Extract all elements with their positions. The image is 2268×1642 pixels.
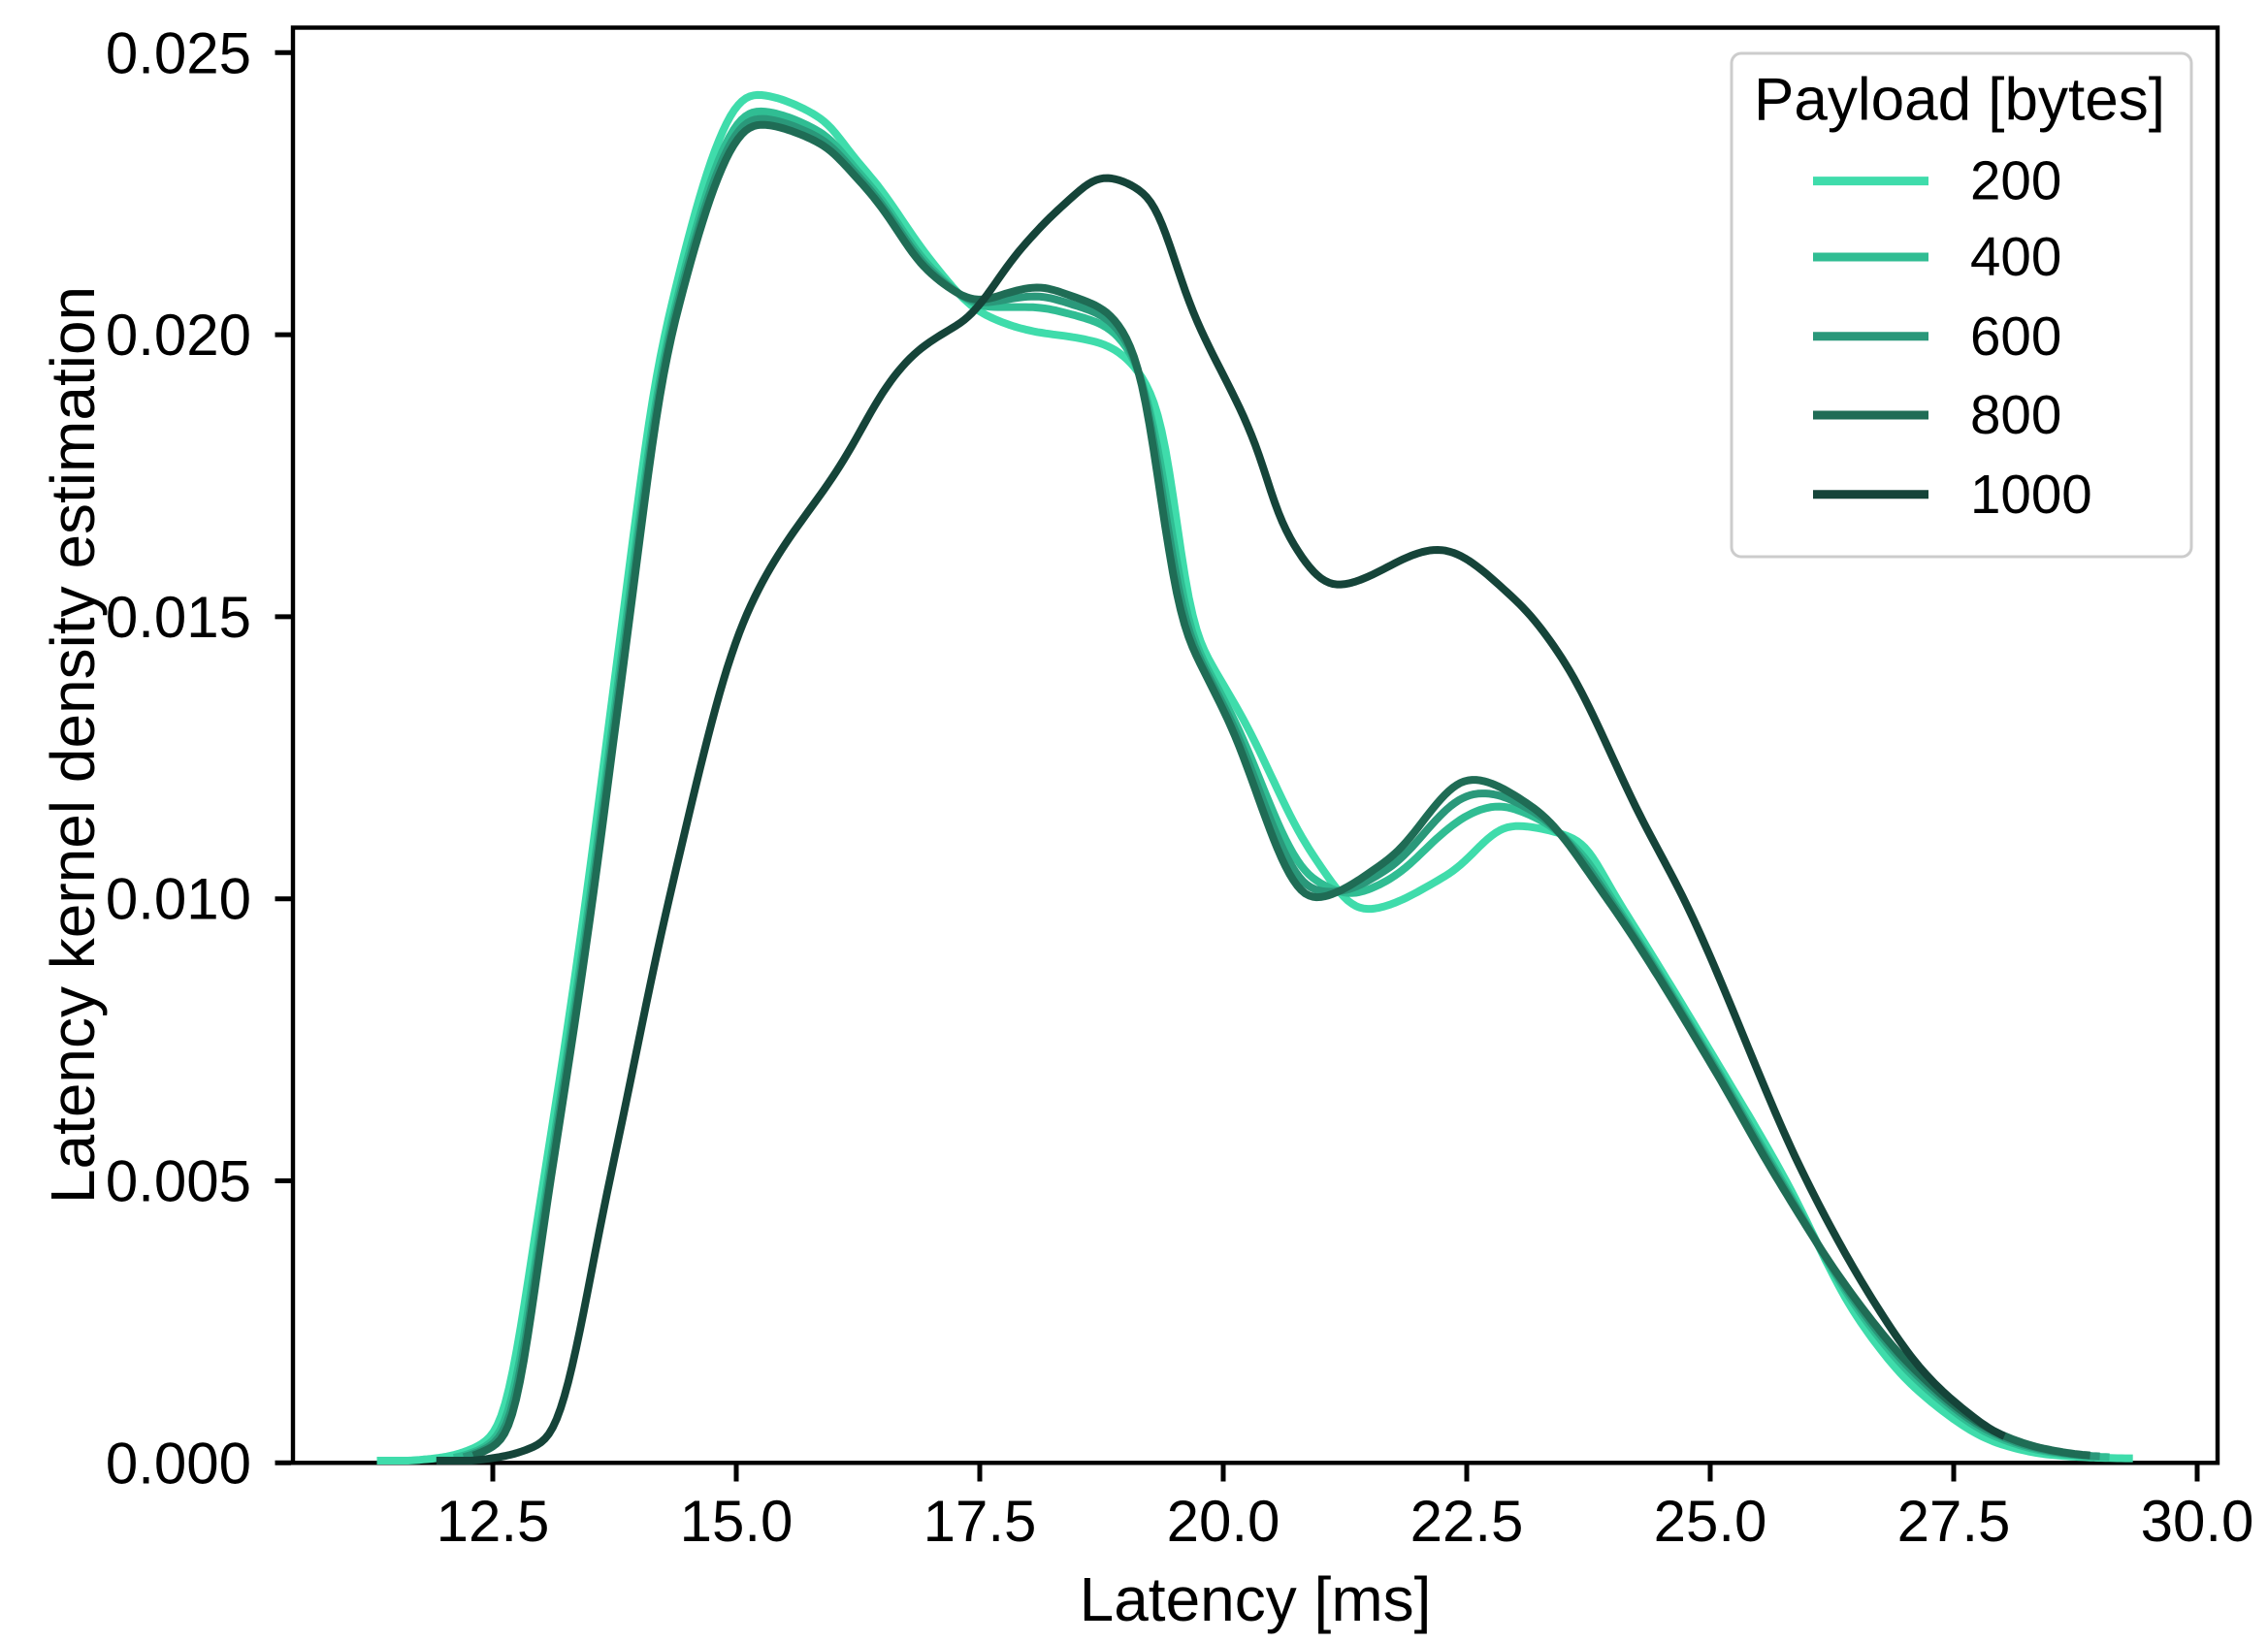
svg-text:Latency [ms]: Latency [ms] <box>1080 1564 1432 1634</box>
svg-text:Latency kernel density estimat: Latency kernel density estimation <box>38 286 108 1204</box>
svg-text:0.005: 0.005 <box>106 1149 251 1214</box>
svg-text:27.5: 27.5 <box>1897 1489 2011 1554</box>
svg-text:600: 600 <box>1970 306 2061 367</box>
svg-text:25.0: 25.0 <box>1654 1489 1767 1554</box>
svg-text:22.5: 22.5 <box>1410 1489 1524 1554</box>
svg-text:0.000: 0.000 <box>106 1431 251 1496</box>
svg-text:0.010: 0.010 <box>106 867 251 932</box>
svg-text:400: 400 <box>1970 226 2061 287</box>
svg-text:0.025: 0.025 <box>106 20 251 85</box>
svg-text:800: 800 <box>1970 384 2061 445</box>
svg-text:17.5: 17.5 <box>923 1489 1037 1554</box>
svg-text:15.0: 15.0 <box>680 1489 794 1554</box>
svg-text:200: 200 <box>1970 150 2061 211</box>
svg-text:0.020: 0.020 <box>106 303 251 368</box>
svg-text:1000: 1000 <box>1970 464 2092 525</box>
svg-text:30.0: 30.0 <box>2141 1489 2254 1554</box>
svg-text:12.5: 12.5 <box>437 1489 550 1554</box>
svg-text:0.015: 0.015 <box>106 585 251 650</box>
svg-text:Payload [bytes]: Payload [bytes] <box>1754 67 2165 134</box>
svg-text:20.0: 20.0 <box>1167 1489 1280 1554</box>
